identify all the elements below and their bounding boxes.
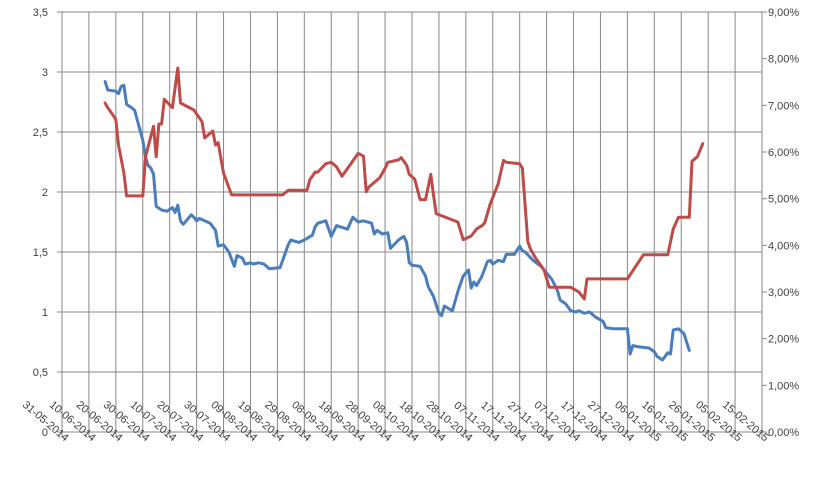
right-tick-label: 4,00% [768, 240, 799, 252]
right-tick-label: 7,00% [768, 100, 799, 112]
left-tick-label: 2 [42, 187, 48, 199]
series-line-right-axis [103, 66, 705, 301]
right-axis-tick-labels: 0,00% 1,00% 2,00% 3,00% 4,00% 5,00% 6,00% 7,00%… [768, 7, 799, 439]
left-axis-tick-labels: 0 0,5 1 1,5 2 2,5 3 3,5 [33, 7, 48, 439]
right-tick-label: 8,00% [768, 54, 799, 66]
axes [57, 11, 767, 437]
right-tick-label: 6,00% [768, 147, 799, 159]
left-tick-label: 1,5 [33, 247, 48, 259]
left-tick-label: 3 [42, 67, 48, 79]
right-tick-label: 0,00% [768, 427, 799, 439]
right-tick-label: 3,00% [768, 287, 799, 299]
series-lines [103, 66, 705, 362]
right-tick-label: 5,00% [768, 194, 799, 206]
right-tick-label: 9,00% [768, 7, 799, 19]
left-tick-label: 3,5 [33, 7, 48, 19]
left-tick-label: 0,5 [33, 367, 48, 379]
series-line-left-axis [103, 80, 691, 362]
left-tick-label: 0 [42, 427, 48, 439]
left-tick-label: 1 [42, 307, 48, 319]
right-tick-label: 1,00% [768, 380, 799, 392]
right-tick-label: 2,00% [768, 334, 799, 346]
left-tick-label: 2,5 [33, 127, 48, 139]
